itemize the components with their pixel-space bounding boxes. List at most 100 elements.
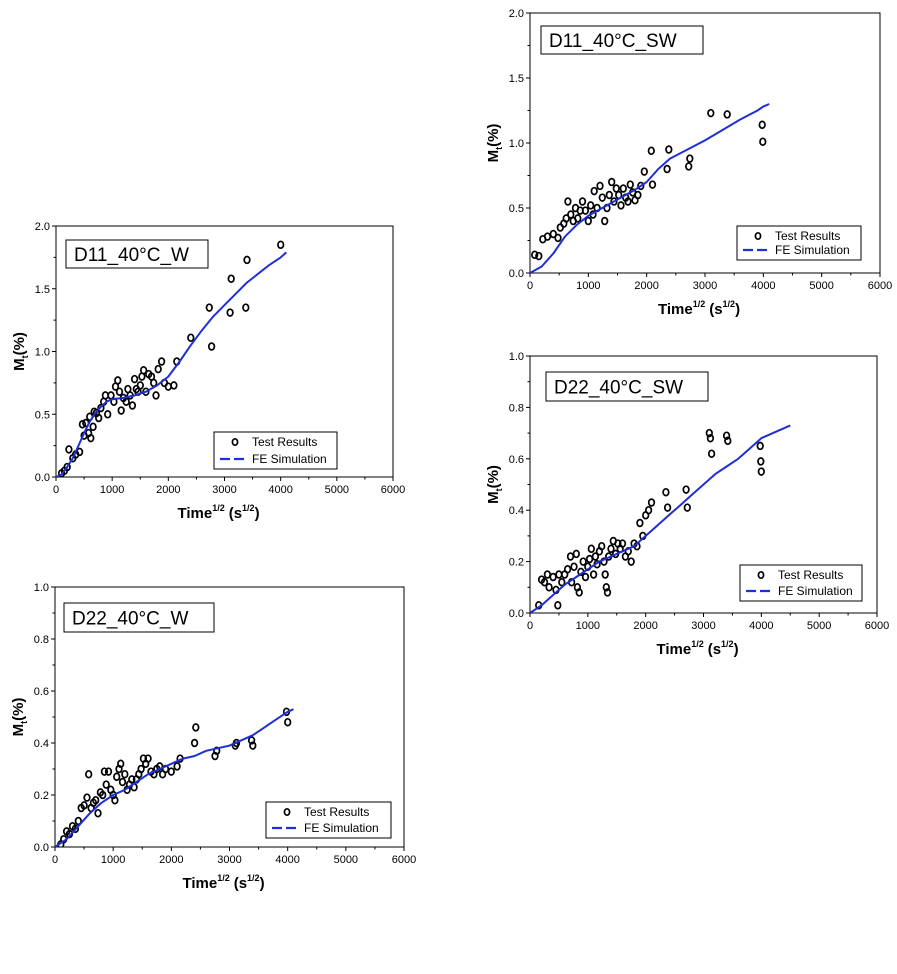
- legend-marker-test-results: [754, 231, 762, 241]
- data-point: [574, 214, 582, 223]
- data-point: [602, 583, 610, 592]
- x-label-unit-close: ): [734, 641, 739, 658]
- data-point: [543, 232, 552, 241]
- legend-label-fe-simulation: FE Simulation: [775, 243, 850, 257]
- legend: Test Results FE Simulation: [739, 564, 863, 602]
- y-tick-label: 0.5: [509, 203, 524, 215]
- data-point: [619, 184, 627, 193]
- data-point: [535, 251, 543, 261]
- y-label-post: (%): [485, 465, 502, 488]
- data-point: [581, 206, 590, 215]
- data-point: [662, 487, 670, 497]
- x-tick-label: 1000: [101, 854, 125, 866]
- fe-simulation-line: [530, 424, 791, 613]
- data-point: [190, 738, 199, 748]
- fe-simulation-line: [530, 103, 770, 273]
- y-axis: 0.0 0.2 0.4 0.6 0.8 1.0: [509, 351, 530, 620]
- plot-area: [530, 424, 791, 613]
- data-point: [685, 162, 693, 171]
- x-label-sup: 1/2: [212, 503, 225, 513]
- x-label-text: Time: [177, 505, 212, 522]
- x-label-unit: (s: [234, 875, 247, 892]
- y-tick-label: 0.4: [509, 505, 524, 517]
- x-label-text: Time: [656, 641, 691, 658]
- fe-simulation-line: [55, 708, 294, 847]
- data-point: [707, 449, 716, 458]
- data-point: [578, 197, 587, 206]
- chart-d22-sw: 0 1000 2000 3000 4000 5000 6000 0.0 0.2 0.4 0.6 0.8…: [485, 351, 889, 658]
- x-axis-label: Time1/2 (s1/2): [182, 873, 264, 892]
- data-point: [618, 539, 627, 548]
- x-tick-label: 5000: [325, 484, 349, 496]
- x-tick-label: 0: [527, 280, 533, 292]
- data-point: [601, 570, 609, 579]
- y-tick-label: 1.0: [35, 347, 50, 359]
- y-tick-label: 1.0: [509, 351, 524, 363]
- legend-label-test-results: Test Results: [252, 435, 317, 449]
- y-tick-label: 0.6: [34, 686, 49, 698]
- x-label-text: Time: [182, 875, 217, 892]
- x-label-unit: (s: [708, 641, 721, 658]
- data-point: [598, 193, 606, 202]
- y-label-text: M: [485, 491, 502, 504]
- legend-box: [736, 225, 862, 261]
- data-point: [605, 190, 613, 200]
- data-point: [564, 197, 572, 206]
- data-point: [137, 764, 145, 774]
- legend-label-fe-simulation: FE Simulation: [778, 584, 853, 598]
- plot-area: [56, 240, 287, 477]
- x-label-sup: 1/2: [691, 639, 704, 649]
- data-point: [587, 201, 595, 210]
- data-point: [756, 441, 764, 451]
- x-tick-label: 4000: [275, 854, 299, 866]
- chart-d11-w: 0 1000 2000 3000 4000 5000 6000 0.0 0.5 1.0 1.5 2.0…: [11, 221, 405, 522]
- y-axis: 0.0 0.5 1.0 1.5 2.0: [509, 8, 530, 280]
- x-tick-label: 4000: [268, 484, 292, 496]
- x-tick-label: 3000: [212, 484, 236, 496]
- y-label-post: (%): [11, 332, 28, 355]
- data-point: [167, 767, 175, 776]
- data-point: [152, 391, 160, 400]
- y-tick-label: 0.5: [35, 409, 50, 421]
- data-point: [85, 769, 93, 779]
- data-point: [554, 601, 562, 610]
- y-label-sub: t: [494, 488, 504, 491]
- data-point: [601, 216, 609, 226]
- plot-area: [55, 707, 294, 847]
- data-point: [617, 201, 625, 210]
- fe-simulation-line: [56, 251, 287, 477]
- x-label-unit-sup: 1/2: [242, 503, 255, 513]
- data-point: [554, 233, 562, 243]
- data-point: [644, 505, 653, 515]
- data-point: [640, 167, 648, 176]
- x-label-unit-close: ): [735, 301, 740, 318]
- data-point: [83, 793, 91, 802]
- data-point: [683, 503, 691, 512]
- y-axis-label: Mt(%): [10, 698, 29, 737]
- chart-title-box: [63, 602, 215, 633]
- data-point: [626, 180, 634, 189]
- data-point: [686, 154, 694, 163]
- data-point: [545, 583, 553, 592]
- data-point: [591, 552, 600, 561]
- y-axis-label: Mt(%): [11, 332, 30, 371]
- data-point: [598, 541, 606, 551]
- data-point: [624, 197, 632, 206]
- data-point: [226, 308, 234, 317]
- data-point: [610, 197, 618, 206]
- data-point: [634, 190, 642, 200]
- x-tick-label: 0: [53, 484, 59, 496]
- y-axis-label: Mt(%): [485, 465, 504, 504]
- x-tick-label: 4000: [751, 280, 775, 292]
- y-axis-label: Mt(%): [485, 124, 504, 163]
- y-tick-label: 1.0: [34, 582, 49, 594]
- data-point: [99, 790, 107, 800]
- data-point: [111, 795, 119, 805]
- data-point: [115, 387, 124, 396]
- x-tick-label: 2000: [156, 484, 180, 496]
- data-point: [242, 303, 250, 312]
- x-tick-label: 1000: [100, 484, 124, 496]
- x-label-text: Time: [658, 301, 693, 318]
- x-tick-label: 1000: [576, 280, 600, 292]
- x-tick-label: 2000: [159, 854, 183, 866]
